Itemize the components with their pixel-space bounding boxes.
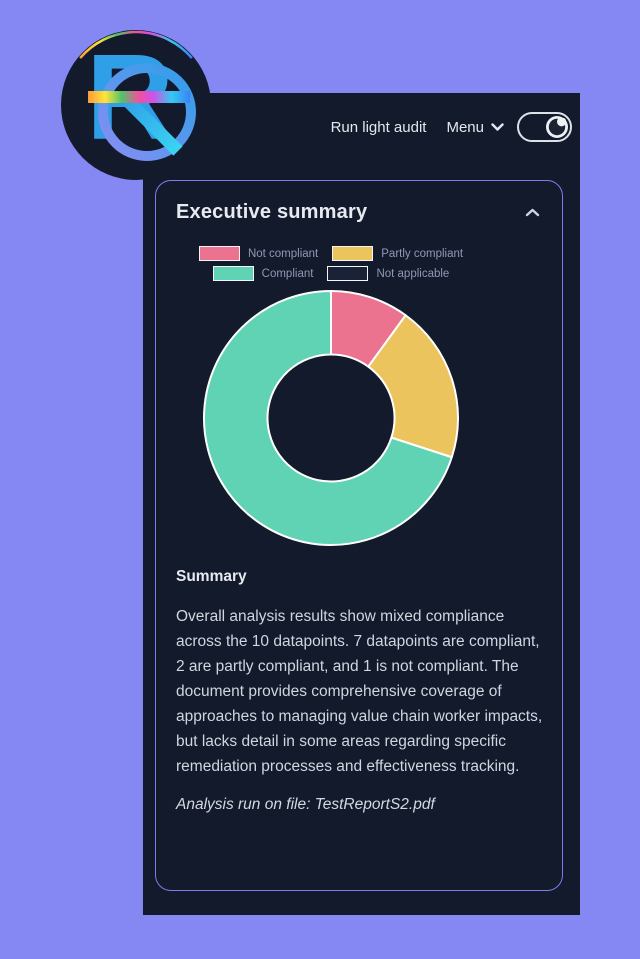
- menu-button[interactable]: Menu: [446, 119, 504, 136]
- legend-label: Not compliant: [247, 247, 319, 260]
- donut-chart[interactable]: [201, 288, 461, 548]
- chevron-up-icon: [525, 208, 540, 217]
- legend-swatch: [212, 266, 254, 281]
- legend-item-not-applicable: Not applicable: [327, 266, 449, 281]
- theme-toggle-knob: [546, 116, 568, 138]
- theme-toggle[interactable]: [517, 112, 572, 142]
- card-title: Executive summary: [176, 201, 368, 223]
- compliance-chart: Not compliant Partly compliant Compliant No…: [156, 246, 506, 548]
- chevron-down-icon: [491, 122, 504, 131]
- app-logo[interactable]: R: [60, 29, 212, 181]
- card-header: Executive summary: [176, 181, 542, 224]
- legend-item-compliant: Compliant: [212, 266, 314, 281]
- legend-label: Partly compliant: [381, 247, 464, 260]
- logo-r-leg: [119, 92, 183, 156]
- rainbow-bar: [88, 91, 190, 103]
- legend-item-not-compliant: Not compliant: [198, 246, 319, 261]
- logo-ring: [98, 63, 196, 161]
- moon-icon: [548, 118, 566, 136]
- donut-slice-compliant[interactable]: [203, 290, 453, 546]
- legend-label: Compliant: [261, 267, 314, 280]
- top-bar: Run light audit Menu: [143, 93, 580, 161]
- menu-label: Menu: [446, 118, 484, 136]
- summary-heading: Summary: [176, 568, 247, 585]
- legend-swatch: [198, 246, 240, 261]
- logo-top-rainbow-arc: [79, 30, 193, 59]
- executive-summary-card: Executive summary Not compliant Partly co…: [155, 180, 563, 891]
- summary-text: Overall analysis results show mixed comp…: [176, 608, 543, 775]
- chart-legend: Not compliant Partly compliant Compliant No…: [156, 246, 506, 281]
- legend-label: Not applicable: [376, 267, 450, 280]
- collapse-button[interactable]: [523, 204, 542, 221]
- legend-swatch: [327, 266, 369, 281]
- main-panel: Run light audit Menu Executive summary: [143, 93, 580, 915]
- run-light-audit-button[interactable]: Run light audit: [330, 118, 427, 136]
- legend-swatch: [332, 246, 374, 261]
- analysis-file-note: Analysis run on file: TestReportS2.pdf: [176, 796, 435, 813]
- legend-item-partly-compliant: Partly compliant: [332, 246, 463, 261]
